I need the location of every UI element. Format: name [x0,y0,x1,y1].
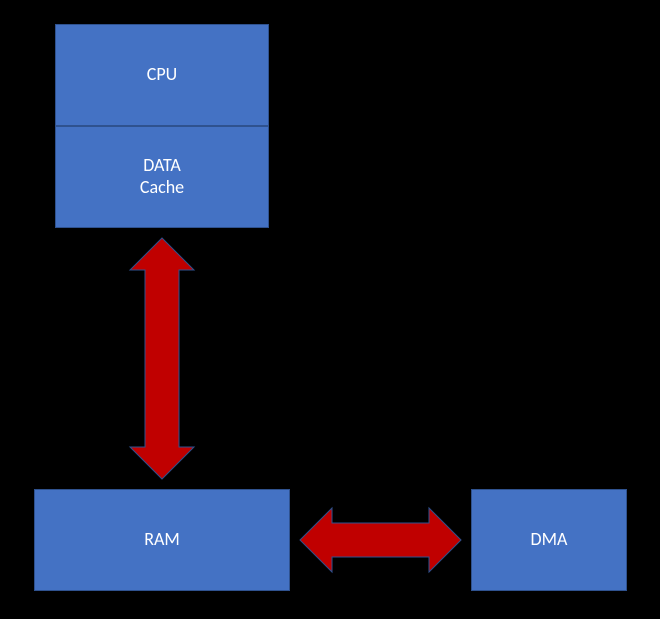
node-ram: RAM [34,489,290,591]
arrow-ram-dma [298,506,463,574]
node-dma: DMA [471,489,627,591]
node-cpu: CPU [55,24,269,126]
arrow-cache-ram [128,236,196,481]
node-dma-label: DMA [531,529,568,551]
node-cpu-label: CPU [147,64,177,86]
node-data-cache: DATACache [55,126,269,228]
node-data-cache-label: DATACache [140,155,184,198]
node-ram-label: RAM [144,529,180,551]
